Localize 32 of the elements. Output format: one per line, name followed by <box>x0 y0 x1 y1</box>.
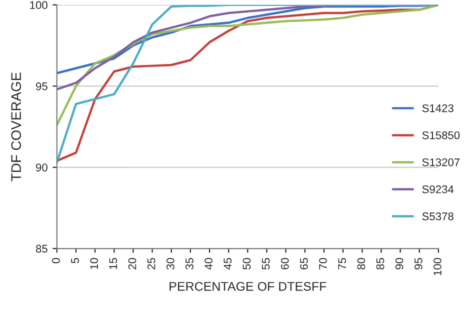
x-axis-title: PERCENTAGE OF DTESFF <box>170 282 326 291</box>
x-tick-label: 20 <box>128 258 136 270</box>
legend-label: S5378 <box>422 212 454 220</box>
x-tick-label: 75 <box>338 258 346 270</box>
x-tick-label: 35 <box>186 258 194 270</box>
legend-label: S13207 <box>422 158 460 166</box>
x-tick-label: 10 <box>90 258 98 270</box>
x-tick-label: 15 <box>109 258 118 270</box>
x-tick-label: 95 <box>414 258 422 270</box>
x-tick-label: 80 <box>357 258 366 270</box>
legend-label: S1423 <box>422 104 454 112</box>
x-tick-label: 55 <box>262 258 270 270</box>
x-tick-label: 5 <box>71 258 79 264</box>
x-tick-label: 65 <box>300 258 308 270</box>
legend-label: S9234 <box>422 185 454 194</box>
legend-label: S15850 <box>422 131 460 140</box>
x-tick-label: 40 <box>204 258 212 270</box>
x-tick-label: 50 <box>242 258 251 270</box>
x-tick-label: 60 <box>280 258 289 270</box>
x-tick-label: 25 <box>147 258 156 270</box>
y-tick-label: 90 <box>36 164 48 172</box>
x-tick-label: 45 <box>224 258 232 270</box>
x-tick-label: 0 <box>52 258 60 264</box>
x-tick-label: 100 <box>434 258 442 276</box>
y-tick-label: 95 <box>36 82 48 90</box>
y-axis-title: TDF COVERAGE <box>11 72 22 182</box>
x-tick-label: 70 <box>319 258 327 270</box>
x-tick-label: 30 <box>166 258 174 270</box>
x-tick-label: 90 <box>395 258 404 270</box>
y-tick-label: 85 <box>36 244 48 253</box>
y-tick-label: 100 <box>30 1 48 10</box>
x-tick-label: 85 <box>376 258 384 270</box>
